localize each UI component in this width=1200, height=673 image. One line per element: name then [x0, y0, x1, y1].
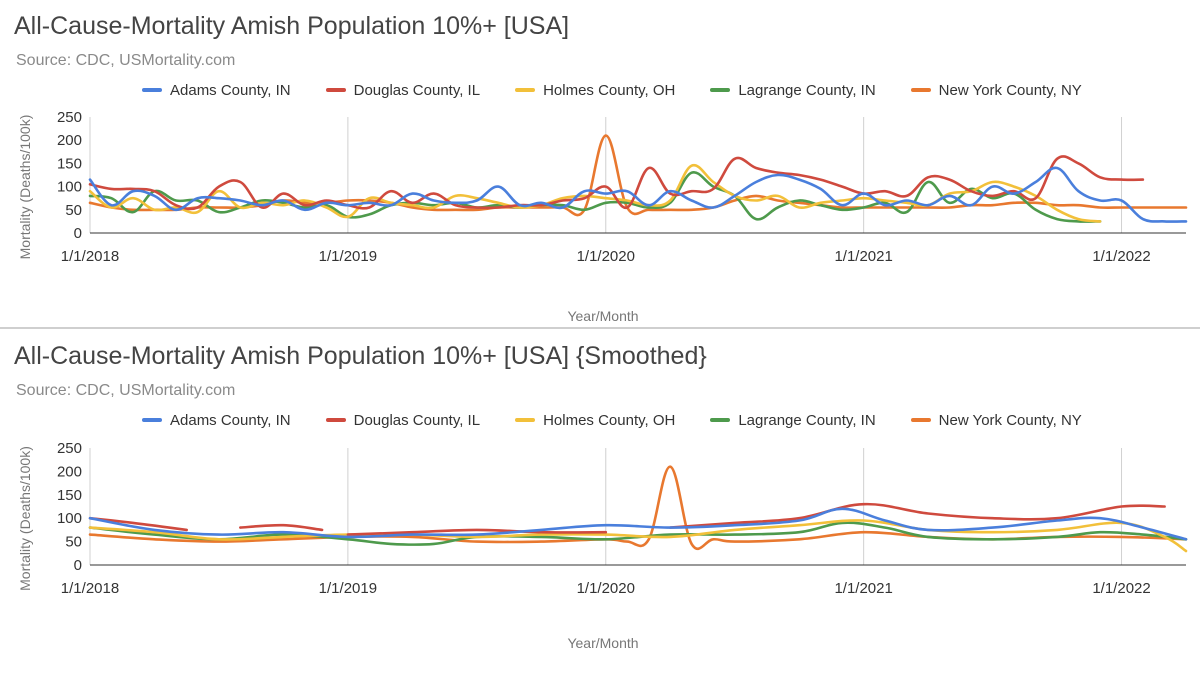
legend-item: Douglas County, IL: [325, 81, 481, 99]
chart-panel-raw: All-Cause-Mortality Amish Population 10%…: [0, 0, 1200, 328]
y-tick-label: 150: [57, 487, 82, 504]
series-line: [88, 519, 1188, 553]
legend-label: Holmes County, OH: [543, 81, 676, 99]
chart-panel-smoothed: All-Cause-Mortality Amish Population 10%…: [0, 330, 1200, 673]
y-tick-label: 50: [65, 534, 82, 551]
chart-plot: 0 50 100 150 200 250 1/1/2018 1/1/2019 1/1/2020 1…: [17, 440, 1188, 651]
legend-label: Lagrange County, IN: [738, 411, 876, 429]
y-tick-label: 200: [57, 132, 82, 149]
x-axis-title: Year/Month: [567, 635, 638, 651]
y-tick-label: 100: [57, 179, 82, 196]
chart-subtitle: Source: CDC, USMortality.com: [16, 382, 236, 399]
y-axis-title: Mortality (Deaths/100k): [17, 446, 33, 591]
series-line: [88, 171, 1102, 223]
y-tick-label: 0: [74, 225, 82, 242]
x-tick-label: 1/1/2018: [61, 580, 119, 597]
y-tick-label: 150: [57, 155, 82, 172]
chart-subtitle: Source: CDC, USMortality.com: [16, 52, 236, 69]
legend-item: Holmes County, OH: [515, 412, 675, 429]
legend-label: Adams County, IN: [170, 411, 291, 429]
y-tick-label: 100: [57, 510, 82, 527]
series-line: [239, 523, 324, 532]
legend-item: Lagrange County, IN: [710, 81, 876, 99]
x-tick-label: 1/1/2021: [834, 248, 892, 265]
x-axis-title: Year/Month: [567, 308, 638, 324]
legend-label: New York County, NY: [938, 411, 1082, 429]
series-line: [668, 502, 1166, 529]
legend-item: Douglas County, IL: [325, 411, 481, 429]
panel-divider: [0, 327, 1200, 329]
chart-legend: Adams County, IN Douglas County, IL Holm…: [142, 80, 1117, 100]
legend-label: Douglas County, IL: [353, 81, 481, 99]
legend-item: Adams County, IN: [142, 412, 291, 429]
legend-label: Holmes County, OH: [543, 411, 676, 429]
series-line: [88, 521, 1188, 547]
series-line: [88, 155, 1145, 211]
legend-swatch: [325, 88, 346, 92]
legend-swatch: [142, 88, 162, 92]
series-line: [346, 528, 608, 536]
legend-item: Holmes County, OH: [515, 82, 675, 99]
legend-label: New York County, NY: [938, 81, 1082, 99]
legend-swatch: [910, 418, 931, 422]
legend-label: Adams County, IN: [170, 81, 291, 99]
legend-swatch: [710, 418, 731, 422]
x-tick-label: 1/1/2018: [61, 248, 119, 265]
x-tick-label: 1/1/2021: [834, 580, 892, 597]
x-tick-label: 1/1/2019: [319, 580, 377, 597]
y-tick-label: 200: [57, 463, 82, 480]
y-tick-label: 250: [57, 440, 82, 457]
legend-swatch: [710, 88, 731, 92]
legend-swatch: [142, 418, 162, 422]
legend-item: New York County, NY: [910, 81, 1082, 99]
legend-item: Lagrange County, IN: [710, 411, 876, 429]
legend-label: Douglas County, IL: [353, 411, 481, 429]
legend-swatch: [515, 88, 536, 92]
chart-plot: 0 50 100 150 200 250 1/1/2018 1/1/2019 1/1/2020 1…: [17, 109, 1188, 324]
chart-legend: Adams County, IN Douglas County, IL Holm…: [142, 410, 1117, 430]
series-line: [88, 507, 1188, 541]
y-axis-title: Mortality (Deaths/100k): [17, 115, 33, 260]
y-tick-label: 250: [57, 109, 82, 126]
legend-label: Lagrange County, IN: [738, 81, 876, 99]
x-tick-label: 1/1/2022: [1092, 580, 1150, 597]
y-tick-label: 50: [65, 202, 82, 219]
chart-title: All-Cause-Mortality Amish Population 10%…: [14, 342, 707, 370]
x-tick-label: 1/1/2022: [1092, 248, 1150, 265]
legend-swatch: [325, 418, 346, 422]
legend-item: Adams County, IN: [142, 82, 291, 99]
x-tick-label: 1/1/2020: [577, 580, 635, 597]
x-tick-label: 1/1/2020: [577, 248, 635, 265]
legend-item: New York County, NY: [910, 411, 1082, 429]
legend-swatch: [515, 418, 536, 422]
chart-title: All-Cause-Mortality Amish Population 10%…: [14, 12, 570, 40]
y-tick-label: 0: [74, 557, 82, 574]
x-tick-label: 1/1/2019: [319, 248, 377, 265]
series-line: [88, 166, 1188, 223]
legend-swatch: [910, 88, 931, 92]
